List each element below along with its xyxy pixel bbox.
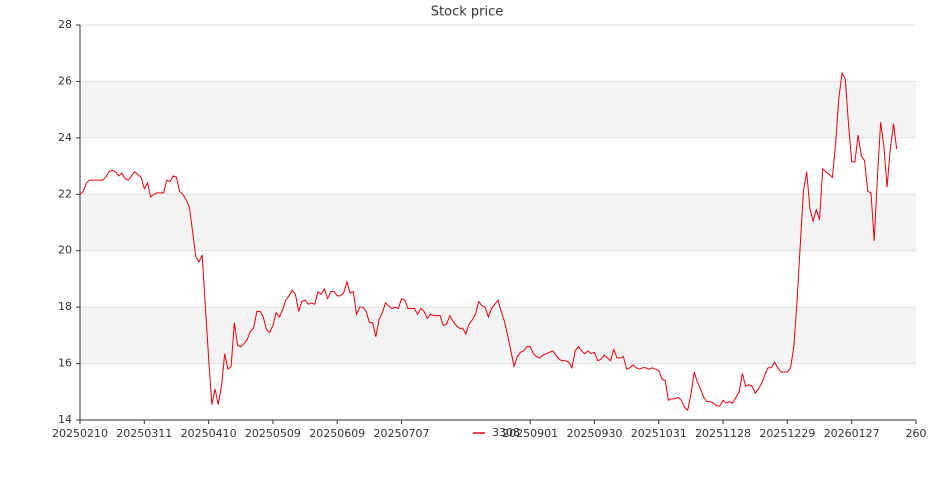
y-tick-label: 26 (58, 74, 72, 87)
y-tick-label: 28 (58, 18, 72, 31)
y-tick-label: 20 (58, 244, 72, 257)
y-tick-label: 14 (58, 413, 72, 426)
x-tick-label: 20250609 (309, 427, 365, 440)
x-tick-label: 20250901 (502, 427, 558, 440)
grid-band (80, 81, 916, 138)
grid-band (80, 194, 916, 251)
x-tick-label: 20250509 (245, 427, 301, 440)
x-tick-label: 260 (906, 427, 927, 440)
x-tick-label: 20251128 (695, 427, 751, 440)
grid-band (80, 307, 916, 364)
y-tick-label: 18 (58, 300, 72, 313)
x-tick-label: 20250707 (374, 427, 430, 440)
y-tick-label: 22 (58, 187, 72, 200)
legend: 3308 (473, 426, 520, 439)
chart-title: Stock price (431, 5, 503, 20)
y-tick-label: 16 (58, 357, 72, 370)
x-tick-label: 20251031 (631, 427, 687, 440)
x-tick-label: 20251229 (759, 427, 815, 440)
y-tick-label: 24 (58, 131, 72, 144)
x-tick-label: 20250311 (116, 427, 172, 440)
legend-label: 3308 (492, 426, 520, 439)
x-tick-label: 20250410 (181, 427, 237, 440)
x-tick-label: 20250930 (566, 427, 622, 440)
x-tick-label: 20250210 (52, 427, 108, 440)
x-tick-label: 20260127 (824, 427, 880, 440)
line-series (79, 71, 898, 412)
